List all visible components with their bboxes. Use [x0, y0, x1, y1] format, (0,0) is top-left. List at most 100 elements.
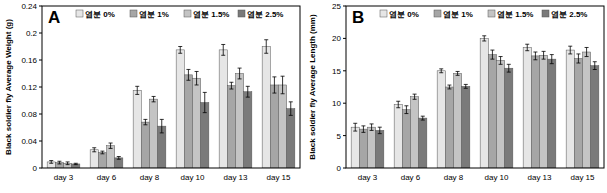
error-cap [229, 82, 233, 83]
error-cap [109, 148, 113, 149]
error-stem [59, 161, 60, 164]
error-cap [74, 163, 78, 164]
error-cap [353, 123, 357, 124]
bar [72, 164, 80, 168]
error-cap [100, 151, 104, 152]
error-cap [221, 55, 225, 56]
error-bar [135, 86, 139, 94]
error-stem [527, 44, 528, 50]
error-stem [398, 101, 399, 107]
error-bar [49, 161, 53, 164]
bar [368, 127, 376, 168]
error-stem [484, 36, 485, 41]
error-cap [178, 53, 182, 54]
error-cap [264, 39, 268, 40]
x-tick-label: day 3 [54, 173, 74, 182]
error-bar [195, 71, 199, 85]
legend-label: 염분 1.5% [193, 10, 229, 19]
error-bar [74, 163, 78, 164]
error-stem [188, 69, 189, 80]
bar [497, 60, 505, 168]
error-cap [421, 120, 425, 121]
error-bar [57, 161, 61, 164]
error-cap [499, 64, 503, 65]
error-bar [585, 47, 589, 56]
error-cap [404, 113, 408, 114]
bar [219, 50, 227, 168]
error-bar [550, 55, 554, 64]
bars [351, 36, 599, 168]
bar [480, 38, 488, 168]
error-cap [361, 132, 365, 133]
legend-label: 염분 1% [139, 10, 169, 19]
error-cap [593, 69, 597, 70]
error-cap [281, 76, 285, 77]
error-bar [221, 44, 225, 55]
panel-title: B [352, 8, 364, 27]
bar [176, 50, 184, 168]
y-axis-label: Black soldier fly Average Length (mm) [308, 14, 317, 160]
error-cap [109, 143, 113, 144]
error-bar [246, 86, 250, 97]
legend-label: 염분 1% [443, 10, 473, 19]
error-bar [289, 102, 293, 116]
error-bar [109, 143, 113, 148]
error-cap [568, 46, 572, 47]
error-cap [49, 160, 53, 161]
legend-swatch [380, 10, 387, 17]
error-stem [204, 92, 205, 112]
x-tick-label: day 8 [444, 173, 464, 182]
error-cap [117, 156, 121, 157]
error-bar [490, 50, 494, 59]
error-bar [413, 94, 417, 99]
error-cap [396, 107, 400, 108]
error-cap [413, 94, 417, 95]
bar [107, 146, 115, 168]
panel: 00.040.080.120.160.20.24Black soldier fl… [4, 2, 300, 182]
y-tick-label: 15 [332, 67, 341, 76]
error-cap [92, 147, 96, 148]
y-tick-label: 0.04 [21, 137, 37, 146]
error-cap [413, 99, 417, 100]
bar [548, 59, 556, 168]
error-cap [550, 63, 554, 64]
error-bar [456, 71, 460, 75]
bar [437, 71, 445, 168]
y-tick-label: 0 [33, 164, 38, 173]
legend-swatch [238, 10, 245, 17]
bar [376, 130, 384, 168]
bar [201, 103, 209, 168]
error-cap [525, 44, 529, 45]
bar [236, 74, 244, 169]
x-tick-label: day 15 [266, 173, 291, 182]
error-stem [551, 55, 552, 64]
error-cap [525, 50, 529, 51]
error-stem [457, 71, 458, 75]
error-bar [396, 101, 400, 107]
error-cap [490, 59, 494, 60]
error-stem [371, 124, 372, 130]
error-cap [507, 64, 511, 65]
y-tick-label: 10 [332, 99, 341, 108]
error-bar [447, 85, 451, 89]
error-stem [247, 86, 248, 97]
legend-swatch [76, 10, 83, 17]
bar [505, 68, 513, 168]
error-cap [246, 86, 250, 87]
bar [583, 52, 591, 168]
error-bar [92, 148, 96, 152]
error-cap [203, 112, 207, 113]
error-cap [593, 61, 597, 62]
error-bar [353, 123, 357, 131]
bar [540, 55, 548, 168]
bar [591, 66, 599, 168]
error-cap [57, 163, 61, 164]
error-cap [264, 53, 268, 54]
bars [47, 40, 295, 168]
error-cap [550, 54, 554, 55]
error-cap [49, 163, 53, 164]
error-cap [533, 59, 537, 60]
legend-label: 염분 0% [85, 10, 115, 19]
error-bar [576, 54, 580, 63]
bar [133, 90, 141, 168]
